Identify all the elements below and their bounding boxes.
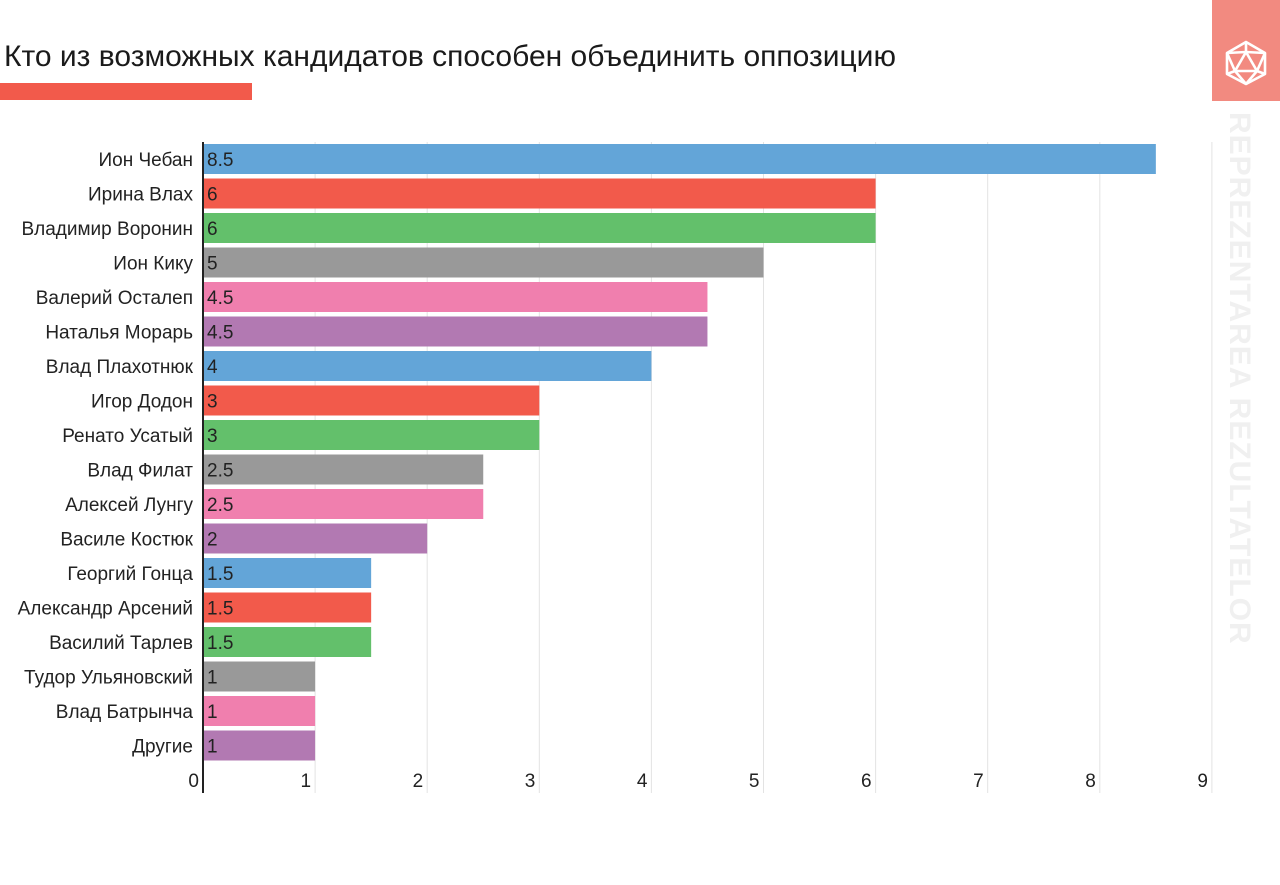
category-label: Ирина Влах xyxy=(88,185,194,206)
bar xyxy=(203,627,372,657)
bar xyxy=(203,420,540,450)
x-tick-label: 8 xyxy=(1085,771,1096,792)
value-label: 1.5 xyxy=(207,633,233,654)
category-label: Ион Чебан xyxy=(98,150,193,171)
category-label: Влад Плахотнюк xyxy=(46,357,194,378)
bar xyxy=(203,730,316,761)
category-label: Ион Кику xyxy=(113,254,193,275)
x-tick-label: 3 xyxy=(525,771,536,792)
value-label: 2.5 xyxy=(207,495,233,516)
bar xyxy=(203,523,428,554)
value-label: 6 xyxy=(207,185,218,206)
category-label: Ренато Усатый xyxy=(62,426,193,447)
value-label: 2 xyxy=(207,530,218,551)
value-label: 6 xyxy=(207,219,218,240)
value-label: 5 xyxy=(207,254,218,275)
x-tick-label: 0 xyxy=(188,771,199,792)
category-label: Валерий Осталеп xyxy=(36,288,193,309)
bars xyxy=(203,144,1156,761)
title-underline xyxy=(0,83,252,100)
bar xyxy=(203,144,1156,174)
value-label: 1.5 xyxy=(207,599,233,620)
value-label: 4 xyxy=(207,357,218,378)
value-label: 2.5 xyxy=(207,461,233,482)
bar xyxy=(203,282,708,312)
bar xyxy=(203,178,876,209)
category-label: Александр Арсений xyxy=(18,599,193,620)
category-label: Наталья Морарь xyxy=(45,323,193,344)
bar xyxy=(203,661,316,692)
x-tick-label: 7 xyxy=(973,771,984,792)
category-label: Влад Батрынча xyxy=(56,702,194,723)
x-tick-label: 6 xyxy=(861,771,872,792)
value-labels: 8.5 6 6 5 4.5 4.5 4 3 3 2.5 2.5 2 1.5 1.5 1.5 1 1 1 xyxy=(207,150,233,758)
x-tick-label: 4 xyxy=(637,771,648,792)
x-tick-labels: 0 1 2 3 4 5 6 7 8 9 xyxy=(188,771,1207,792)
bar xyxy=(203,213,876,243)
value-label: 4.5 xyxy=(207,323,233,344)
d20-dice-icon xyxy=(1225,40,1267,86)
category-label: Другие xyxy=(132,737,193,758)
bar xyxy=(203,489,484,519)
category-label: Игор Додон xyxy=(91,392,193,413)
value-label: 1 xyxy=(207,737,218,758)
value-label: 1 xyxy=(207,668,218,689)
category-label: Влад Филат xyxy=(87,461,193,482)
x-tick-label: 5 xyxy=(749,771,760,792)
bar xyxy=(203,385,540,416)
value-label: 1.5 xyxy=(207,564,233,585)
x-tick-label: 2 xyxy=(413,771,424,792)
category-label: Владимир Воронин xyxy=(21,219,193,240)
bar xyxy=(203,592,372,623)
value-label: 1 xyxy=(207,702,218,723)
value-label: 3 xyxy=(207,392,218,413)
category-label: Георгий Гонца xyxy=(67,564,193,585)
value-label: 4.5 xyxy=(207,288,233,309)
category-label: Василе Костюк xyxy=(60,530,193,551)
bar xyxy=(203,454,484,485)
category-label: Алексей Лунгу xyxy=(65,495,193,516)
bar xyxy=(203,558,372,588)
value-label: 8.5 xyxy=(207,150,233,171)
x-tick-label: 1 xyxy=(301,771,312,792)
category-label: Василий Тарлев xyxy=(49,633,193,654)
category-labels: Ион Чебан Ирина Влах Владимир Воронин Ион К… xyxy=(18,150,194,758)
bar xyxy=(203,316,708,347)
x-tick-label: 9 xyxy=(1197,771,1208,792)
bar xyxy=(203,351,652,381)
bar xyxy=(203,696,316,726)
chart-title: Кто из возможных кандидатов способен объ… xyxy=(4,40,896,73)
category-label: Тудор Ульяновский xyxy=(24,668,193,689)
value-label: 3 xyxy=(207,426,218,447)
bar xyxy=(203,247,764,278)
